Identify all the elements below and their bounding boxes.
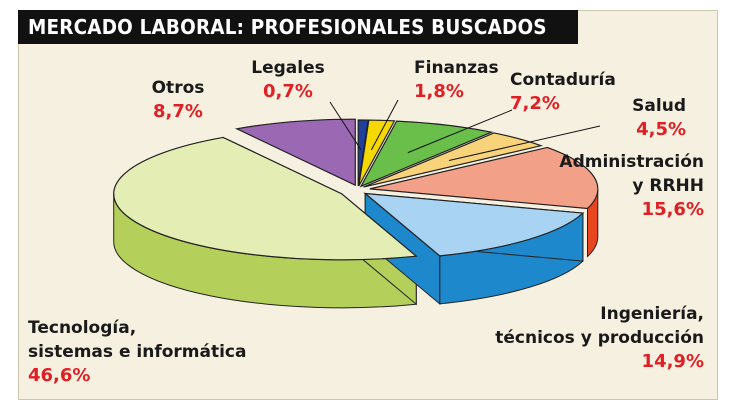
chart-title: MERCADO LABORAL: PROFESIONALES BUSCADOS <box>28 15 547 39</box>
label-contaduria: Contaduría 7,2% <box>510 68 616 116</box>
slice-label-line-2: técnicos y producción <box>495 328 704 348</box>
leader-line-legales <box>329 101 362 150</box>
slice-label-line-1: Ingeniería, <box>600 304 704 324</box>
pie-slices <box>113 118 599 261</box>
slice-label: Otros <box>151 78 205 98</box>
slice-label: Contaduría <box>510 70 616 90</box>
slice-value: 4,5% <box>636 119 686 140</box>
slice-label-line-2: sistemas e informática <box>28 342 247 362</box>
leader-line-contaduria <box>407 109 513 154</box>
slice-value: 1,8% <box>414 81 464 102</box>
slice-label: Salud <box>632 96 686 116</box>
label-finanzas: Finanzas 1,8% <box>414 56 499 104</box>
slice-ingenieria <box>363 192 585 257</box>
label-tecnologia: Tecnología, sistemas e informática 46,6% <box>28 316 246 388</box>
slice-label-line-1: Tecnología, <box>28 318 137 338</box>
label-administracion: Administración y RRHH 15,6% <box>544 150 704 222</box>
label-ingenieria: Ingeniería, técnicos y producción 14,9% <box>474 302 704 374</box>
leader-line-salud <box>448 125 601 162</box>
label-legales: Legales 0,7% <box>248 56 328 104</box>
slice-label-line-2: y RRHH <box>632 176 704 196</box>
leader-lines <box>329 99 601 162</box>
slice-label: Finanzas <box>414 58 499 78</box>
slice-label-line-1: Administración <box>559 152 704 172</box>
slice-value: 7,2% <box>510 93 560 114</box>
slice-value: 46,6% <box>28 365 91 386</box>
slice-value: 15,6% <box>641 199 704 220</box>
slice-legales <box>357 119 369 187</box>
slice-value: 8,7% <box>153 101 203 122</box>
slice-otros <box>234 118 356 187</box>
label-salud: Salud 4,5% <box>600 94 686 142</box>
slice-value: 14,9% <box>641 351 704 372</box>
slice-value: 0,7% <box>263 81 313 102</box>
slice-administracion <box>369 146 599 210</box>
title-bar <box>18 10 578 44</box>
slice-contaduria <box>359 120 494 188</box>
leader-line-finanzas <box>370 99 399 151</box>
label-otros: Otros 8,7% <box>140 76 216 124</box>
slice-finanzas <box>358 119 396 187</box>
slice-label: Legales <box>251 58 325 78</box>
slice-tecnologia <box>113 136 418 261</box>
